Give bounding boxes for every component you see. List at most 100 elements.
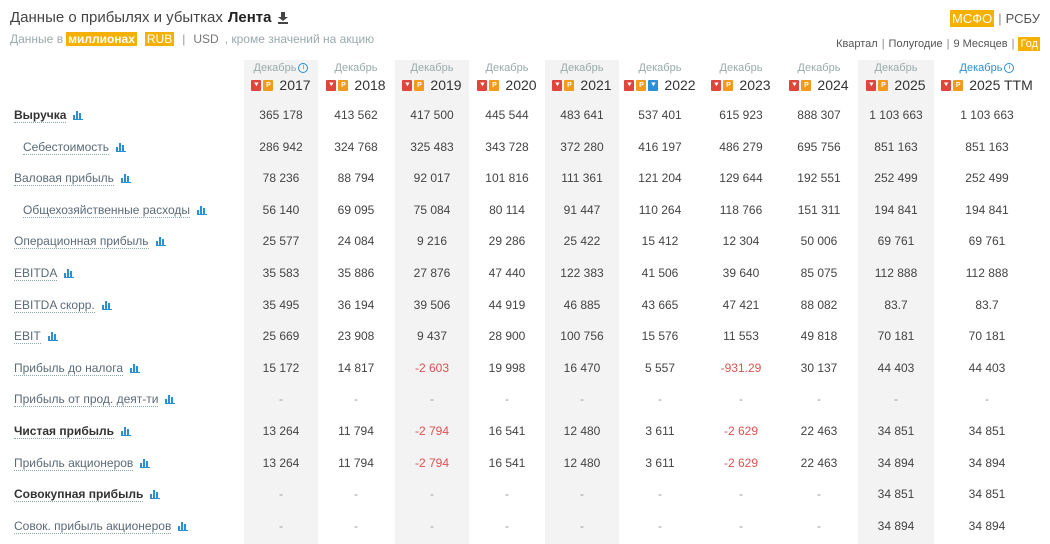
bar-chart-icon[interactable] xyxy=(140,458,151,468)
table-cell: - xyxy=(430,518,434,533)
table-cell: 416 197 xyxy=(638,139,682,154)
row-label[interactable]: Чистая прибыль xyxy=(14,424,131,439)
info-icon[interactable]: i xyxy=(298,63,309,73)
pdf-icon[interactable]: ⯆ xyxy=(866,79,877,91)
column-year-line: ⯆ P 2021 xyxy=(545,76,619,94)
row-label-text[interactable]: Чистая прибыль xyxy=(14,424,114,439)
row-label[interactable]: Совок. прибыль акционеров xyxy=(14,518,189,534)
row-label-text[interactable]: Прибыль до налога xyxy=(14,360,123,376)
pdf-icon[interactable]: ⯆ xyxy=(251,79,262,91)
bar-chart-icon[interactable] xyxy=(130,363,140,373)
row-label-text[interactable]: EBITDA скорр. xyxy=(14,297,95,313)
table-cell: 324 768 xyxy=(334,139,378,154)
row-label[interactable]: Себестоимость xyxy=(23,139,127,155)
table-cell: - xyxy=(658,487,662,502)
period-option[interactable]: Полугодие xyxy=(888,38,943,50)
table-cell: 11 553 xyxy=(723,329,759,344)
pdf-icon[interactable]: ⯆ xyxy=(941,79,952,91)
company-name: Лента xyxy=(227,9,272,26)
column-header: Декабрь i ⯆ P 2017 xyxy=(244,60,318,98)
standard-rsbu[interactable]: РСБУ xyxy=(1005,11,1040,26)
table-cell: - xyxy=(354,392,358,407)
info-icon[interactable]: i xyxy=(1004,63,1015,73)
bar-chart-icon[interactable] xyxy=(64,269,75,278)
row-label-text[interactable]: Себестоимость xyxy=(23,139,110,155)
report-icon[interactable]: P xyxy=(878,79,889,91)
bar-chart-icon[interactable] xyxy=(150,490,161,500)
row-label[interactable]: EBITDA скорр. xyxy=(14,298,112,313)
report-icon[interactable]: P xyxy=(636,79,647,91)
bar-chart-icon[interactable] xyxy=(101,300,112,310)
bar-chart-icon[interactable] xyxy=(116,142,127,152)
period-option[interactable]: Квартал xyxy=(836,38,878,50)
bar-chart-icon[interactable] xyxy=(120,174,131,184)
document-icon[interactable]: ⯆ xyxy=(648,79,659,91)
row-label-text[interactable]: Выручка xyxy=(14,108,67,123)
report-icon[interactable]: P xyxy=(564,79,575,91)
pdf-icon[interactable]: ⯆ xyxy=(477,79,488,91)
row-label[interactable]: Совокупная прибыль xyxy=(14,487,161,503)
row-label[interactable]: Операционная прибыль xyxy=(14,234,166,250)
table-cell: 34 851 xyxy=(877,424,915,438)
bar-chart-icon[interactable] xyxy=(155,237,166,247)
report-icon[interactable]: P xyxy=(263,79,274,91)
units-selector[interactable]: миллионах xyxy=(66,32,137,46)
table-cell: 252 499 xyxy=(965,171,1009,186)
bar-chart-icon[interactable] xyxy=(47,332,58,342)
table-row: Себестоимость 286 942 324 768 325 483 343 72… xyxy=(8,132,1042,163)
row-label-text[interactable]: Валовая прибыль xyxy=(14,171,114,187)
pdf-icon[interactable]: ⯆ xyxy=(711,79,722,91)
bar-chart-icon[interactable] xyxy=(197,205,208,215)
pdf-icon[interactable]: ⯆ xyxy=(552,79,563,91)
bar-chart-icon[interactable] xyxy=(73,111,84,120)
row-label-text[interactable]: Прибыль от прод. деят-ти xyxy=(14,392,159,408)
download-icon[interactable] xyxy=(278,11,289,24)
report-icon[interactable]: P xyxy=(801,79,812,91)
column-header: Декабрь ⯆ P 2023 xyxy=(701,60,781,98)
currency-rub[interactable]: RUB xyxy=(144,32,175,46)
table-cell: - xyxy=(817,392,821,407)
table-cell: 15 172 xyxy=(262,360,300,375)
pdf-icon[interactable]: ⯆ xyxy=(624,79,635,91)
column-year-line: ⯆ P 2018 xyxy=(319,76,393,94)
row-label-text[interactable]: Операционная прибыль xyxy=(14,234,149,250)
currency-usd[interactable]: USD xyxy=(193,32,219,46)
report-icon[interactable]: P xyxy=(338,79,349,91)
table-cell: 151 311 xyxy=(797,202,841,217)
row-label-text[interactable]: Совокупная прибыль xyxy=(14,487,144,503)
table-cell: - xyxy=(739,487,743,502)
report-icon[interactable]: P xyxy=(953,79,964,91)
column-year-line: ⯆ P 2020 xyxy=(470,76,544,94)
table-row: EBITDA скорр. 35 495 36 194 39 506 44 919 46 … xyxy=(8,290,1042,321)
report-icon[interactable]: P xyxy=(489,79,500,91)
standard-msfo[interactable]: МСФО xyxy=(949,10,995,27)
row-label-text[interactable]: Совок. прибыль акционеров xyxy=(14,518,172,534)
row-label[interactable]: EBIT xyxy=(14,329,58,345)
column-month-label: Декабрь xyxy=(638,62,682,74)
bar-chart-icon[interactable] xyxy=(165,395,176,405)
row-label-text[interactable]: EBIT xyxy=(14,329,41,345)
row-label[interactable]: Прибыль от прод. деят-ти xyxy=(14,392,176,408)
row-label[interactable]: Валовая прибыль xyxy=(14,171,131,187)
pdf-icon[interactable]: ⯆ xyxy=(326,79,337,91)
period-option[interactable]: 9 Месяцев xyxy=(953,38,1008,50)
column-year: 2018 xyxy=(354,77,386,93)
pdf-icon[interactable]: ⯆ xyxy=(789,79,800,91)
report-icon[interactable]: P xyxy=(414,79,425,91)
row-label-text[interactable]: Общехозяйственные расходы xyxy=(23,202,191,218)
row-label[interactable]: Общехозяйственные расходы xyxy=(23,202,208,218)
row-label[interactable]: Прибыль до налога xyxy=(14,361,140,376)
row-label-text[interactable]: EBITDA xyxy=(14,266,58,281)
pdf-icon[interactable]: ⯆ xyxy=(402,79,413,91)
row-label[interactable]: EBITDA xyxy=(14,266,75,281)
period-option[interactable]: Год xyxy=(1018,37,1040,51)
bar-chart-icon[interactable] xyxy=(120,427,131,436)
row-label-text[interactable]: Прибыль акционеров xyxy=(14,455,134,471)
bar-chart-icon[interactable] xyxy=(178,521,189,531)
table-cell: - xyxy=(985,392,989,407)
row-label[interactable]: Выручка xyxy=(14,108,84,123)
row-label[interactable]: Прибыль акционеров xyxy=(14,455,151,471)
report-icon[interactable]: P xyxy=(723,79,734,91)
table-cell: - xyxy=(505,487,509,502)
table-row: Совокупная прибыль - - - - - - - - 34 851 34 851 xyxy=(8,479,1042,510)
